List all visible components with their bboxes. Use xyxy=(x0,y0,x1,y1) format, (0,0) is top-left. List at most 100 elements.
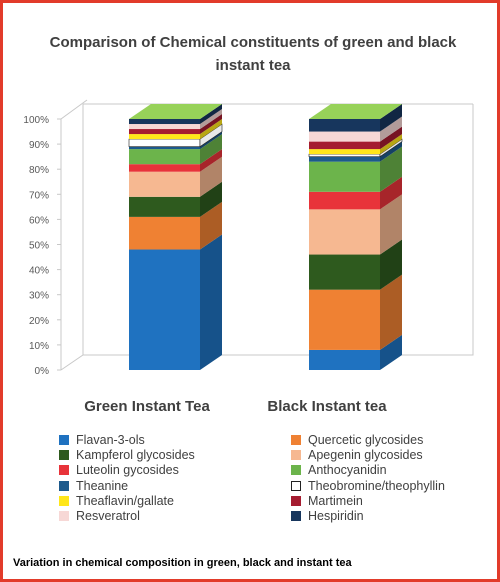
bar-segment-side xyxy=(200,109,222,130)
bar-segment xyxy=(129,146,200,150)
chart-floor-line xyxy=(60,104,474,371)
legend-item: Theaflavin/gallate xyxy=(59,494,174,508)
y-tick-label: 50% xyxy=(29,241,49,252)
bar-segment-side xyxy=(380,104,402,132)
bar-segment xyxy=(309,289,380,350)
legend-swatch xyxy=(59,450,69,461)
legend-label: Anthocyanidin xyxy=(308,463,387,478)
bar-segment xyxy=(309,161,380,192)
legend-swatch xyxy=(291,435,301,445)
bar-segment-side xyxy=(380,176,402,210)
legend-label: Theobromine/theophyllin xyxy=(308,478,445,493)
legend-swatch xyxy=(59,511,69,521)
legend-label: Apegenin glycosides xyxy=(308,448,423,463)
legend-swatch xyxy=(59,480,69,491)
bar-segment xyxy=(309,209,380,255)
bar-segment xyxy=(309,254,380,290)
legend-label: Luteolin gycosides xyxy=(76,463,179,478)
bar-segment-side xyxy=(380,146,402,192)
bar-segment xyxy=(309,349,380,370)
bar-top-face xyxy=(129,104,222,119)
legend-swatch xyxy=(291,511,301,521)
bar-segment-side xyxy=(380,239,402,290)
bar-segment-side xyxy=(200,201,222,250)
bar-segment xyxy=(129,119,200,125)
bar-segment xyxy=(129,171,200,197)
legend-swatch xyxy=(291,450,301,461)
legend-item: Apegenin glycosides xyxy=(291,448,423,462)
bar-segment-side xyxy=(380,334,402,370)
legend-swatch xyxy=(59,435,69,445)
bar-segment-side xyxy=(200,134,222,165)
category-label-black: Black Instant tea xyxy=(267,398,387,415)
legend-label: Hespiridin xyxy=(308,509,364,523)
legend-item: Quercetic glycosides xyxy=(291,433,423,447)
y-tick-label: 70% xyxy=(29,190,49,201)
bar-segment xyxy=(309,119,380,132)
legend-swatch xyxy=(291,480,301,491)
bar-segment-side xyxy=(380,274,402,350)
bar-segment xyxy=(129,249,200,370)
legend-swatch xyxy=(59,465,69,476)
bar-segment xyxy=(309,149,380,155)
legend-item: Anthocyanidin xyxy=(291,463,387,477)
legend-item: Resveratrol xyxy=(59,509,140,523)
legend-item: Luteolin gycosides xyxy=(59,463,179,477)
legend-label: Resveratrol xyxy=(76,509,140,523)
bar-segment xyxy=(129,196,200,217)
chart-title: Comparison of Chemical constituents of g… xyxy=(49,34,457,74)
legend-label: Theaflavin/gallate xyxy=(76,493,174,508)
bar-segment-side xyxy=(200,104,222,125)
bar-segment xyxy=(129,134,200,140)
bar-segment-side xyxy=(380,194,402,255)
bar-segment xyxy=(129,129,200,135)
bar-top-face xyxy=(309,104,402,119)
bar-segment xyxy=(128,138,201,147)
legend-item: Hespiridin xyxy=(291,509,364,523)
y-tick-label: 20% xyxy=(29,316,49,327)
bar-segment-side xyxy=(380,116,402,142)
bar-segment-side xyxy=(200,119,222,140)
legend-item: Martimein xyxy=(291,494,363,508)
y-tick-label: 40% xyxy=(29,266,49,277)
bar-segment-side xyxy=(380,141,402,162)
bar-segment xyxy=(129,149,200,165)
legend-label: Martimein xyxy=(308,493,363,508)
legend-item: Flavan-3-ols xyxy=(59,433,145,447)
y-axis-top-line xyxy=(60,99,88,120)
y-tick-label: 100% xyxy=(23,115,49,126)
bar-segment xyxy=(309,141,380,150)
y-tick-label: 0% xyxy=(35,366,50,377)
bar-segment xyxy=(129,124,200,130)
bar-segment-side xyxy=(200,114,222,135)
legend-swatch xyxy=(291,465,301,476)
bar-segment xyxy=(309,156,380,162)
bar-segment-side xyxy=(380,126,402,150)
bar-segment xyxy=(309,191,380,210)
legend-label: Flavan-3-ols xyxy=(76,433,145,447)
bar-segment xyxy=(308,153,381,157)
y-tick-label: 10% xyxy=(29,341,49,352)
bar-segment-side xyxy=(200,234,222,370)
bar-segment-side xyxy=(200,181,222,217)
y-tick-label: 80% xyxy=(29,165,49,176)
legend-label: Kampferol glycosides xyxy=(76,448,195,463)
figure-caption: Variation in chemical composition in gre… xyxy=(13,557,352,569)
bar-segment xyxy=(129,216,200,250)
y-tick-label: 60% xyxy=(29,215,49,226)
y-tick-label: 90% xyxy=(29,140,49,151)
legend-swatch xyxy=(291,495,301,506)
bar-segment-side xyxy=(380,134,402,155)
legend-item: Kampferol glycosides xyxy=(59,448,195,462)
category-label-green: Green Instant Tea xyxy=(84,398,210,415)
legend-item: Theobromine/theophyllin xyxy=(291,479,445,493)
bar-segment-side xyxy=(200,149,222,172)
legend-label: Quercetic glycosides xyxy=(308,433,424,447)
chart-plot: 0% 10% 20% 30% 40% 50% 60% 70% 80% 90% 100% xyxy=(23,99,474,377)
bar-segment-side xyxy=(200,156,222,197)
bar-segment-side xyxy=(200,131,222,150)
bar-segment xyxy=(129,164,200,172)
legend-label: Theanine xyxy=(76,478,129,493)
legend-swatch xyxy=(59,495,69,506)
